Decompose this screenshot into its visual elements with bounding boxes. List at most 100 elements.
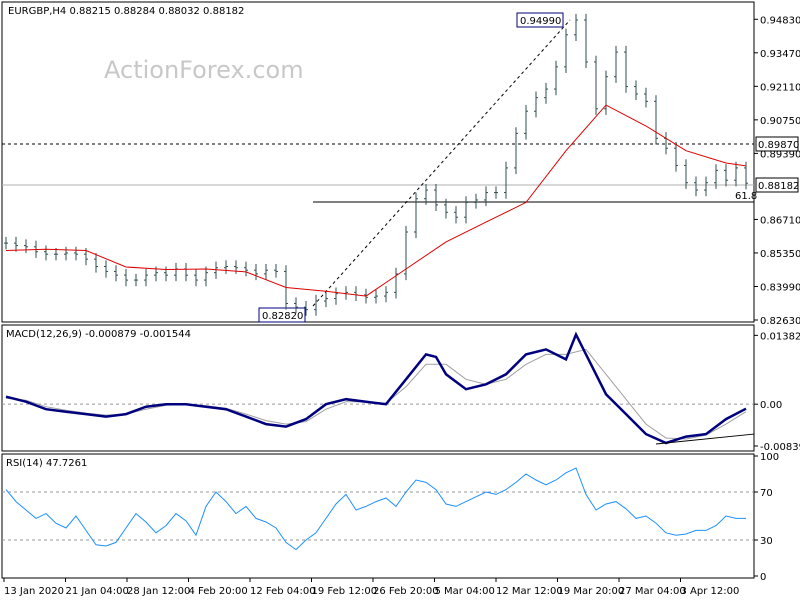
macd-tick-label: 0.013821 bbox=[760, 331, 800, 342]
ohlc-bar bbox=[104, 260, 108, 278]
swing-projection-line bbox=[312, 19, 571, 307]
ohlc-bar bbox=[224, 260, 228, 274]
svg-text:0.89870: 0.89870 bbox=[758, 140, 799, 151]
rsi-axis: 100 70 30 0 bbox=[2, 452, 779, 583]
price-tick-label: 0.90750 bbox=[760, 116, 800, 127]
svg-text:0.82820: 0.82820 bbox=[262, 311, 303, 322]
ohlc-bar bbox=[694, 176, 698, 197]
high-label-box: 0.94990 bbox=[516, 12, 564, 28]
price-tick-label: 0.93470 bbox=[760, 49, 800, 60]
macd-tick-label: 0.00 bbox=[760, 400, 782, 411]
ohlc-bar bbox=[124, 268, 128, 287]
ohlc-bar bbox=[484, 186, 488, 207]
watermark: ActionForex.com bbox=[104, 56, 304, 84]
ohlc-bar bbox=[734, 161, 738, 187]
price-header: EURGBP,H4 0.88215 0.88284 0.88032 0.8818… bbox=[8, 6, 244, 17]
ohlc-bar bbox=[264, 264, 268, 281]
price-axis: 0.94830 0.93470 0.92110 0.90750 0.89390 0.867… bbox=[754, 15, 800, 327]
ohlc-bar bbox=[304, 301, 308, 316]
ohlc-bar bbox=[14, 236, 18, 252]
ohlc-bar bbox=[324, 292, 328, 308]
rsi-header: RSI(14) 47.7261 bbox=[6, 458, 87, 469]
time-tick-label: 27 Mar 04:00 bbox=[619, 586, 686, 597]
ohlc-bar bbox=[74, 246, 78, 261]
rsi-line bbox=[5, 467, 746, 551]
ohlc-bar bbox=[624, 45, 628, 93]
moving-average-line bbox=[5, 104, 747, 297]
svg-text:0.88182: 0.88182 bbox=[758, 181, 799, 192]
svg-text:0.94990: 0.94990 bbox=[520, 16, 561, 27]
low-label-box: 0.82820 bbox=[258, 307, 306, 323]
ohlc-bar bbox=[144, 268, 148, 287]
ohlc-bar bbox=[404, 225, 408, 281]
price-tick-label: 0.83990 bbox=[760, 282, 800, 293]
ohlc-bar bbox=[394, 267, 398, 299]
ohlc-bar bbox=[594, 55, 598, 115]
price-tick-label: 0.85350 bbox=[760, 249, 800, 260]
ohlc-bar bbox=[674, 142, 678, 172]
ohlc-bar bbox=[374, 289, 378, 304]
ohlc-bar bbox=[424, 183, 428, 205]
level-label-box: 0.89870 bbox=[755, 136, 799, 152]
ohlc-bar bbox=[434, 183, 438, 212]
ohlc-bar bbox=[244, 261, 248, 277]
rsi-series bbox=[5, 467, 746, 551]
ohlc-bar bbox=[134, 273, 138, 287]
macd-main-line bbox=[5, 331, 747, 445]
ohlc-bar bbox=[444, 198, 448, 219]
ohlc-bar bbox=[414, 192, 418, 239]
ohlc-bar bbox=[534, 91, 538, 118]
time-tick-label: 26 Feb 20:00 bbox=[373, 586, 439, 597]
ohlc-bar bbox=[384, 286, 388, 303]
time-tick-label: 5 Mar 04:00 bbox=[435, 586, 495, 597]
time-tick-label: 4 Feb 20:00 bbox=[189, 586, 248, 597]
ohlc-bar bbox=[474, 193, 478, 209]
ohlc-bar bbox=[604, 70, 608, 115]
time-tick-label: 28 Jan 12:00 bbox=[127, 586, 190, 597]
ohlc-bar bbox=[204, 266, 208, 287]
macd-tick-label: -0.008397 bbox=[760, 442, 800, 453]
macd-panel-frame bbox=[1, 324, 755, 452]
ohlc-bar bbox=[64, 246, 68, 261]
ohlc-bar bbox=[314, 294, 318, 316]
rsi-panel-frame bbox=[1, 453, 755, 579]
ohlc-bar bbox=[24, 239, 28, 253]
time-tick-label: 19 Feb 12:00 bbox=[312, 586, 378, 597]
ohlc-bar bbox=[554, 60, 558, 96]
ohlc-bar bbox=[724, 164, 728, 187]
price-panel-frame bbox=[1, 1, 755, 323]
time-tick-label: 12 Mar 12:00 bbox=[496, 586, 563, 597]
ohlc-bar bbox=[274, 264, 278, 278]
ohlc-bar bbox=[44, 245, 48, 261]
ohlc-bar bbox=[744, 161, 748, 190]
macd-trendline bbox=[655, 433, 755, 445]
macd-axis: 0.013821 0.00 -0.008397 bbox=[754, 331, 800, 453]
ohlc-bar bbox=[544, 82, 548, 104]
ohlc-bar bbox=[164, 266, 168, 282]
fib-label: 61.8 bbox=[735, 191, 757, 202]
ohlc-bar bbox=[454, 206, 458, 224]
price-tick-label: 0.94830 bbox=[760, 15, 800, 26]
ohlc-bar bbox=[614, 45, 618, 83]
time-tick-label: 12 Feb 04:00 bbox=[250, 586, 316, 597]
ohlc-bar bbox=[494, 186, 498, 199]
ohlc-bar bbox=[254, 264, 258, 281]
price-series bbox=[4, 13, 748, 316]
ohlc-bar bbox=[634, 80, 638, 101]
current-price-box: 0.88182 bbox=[755, 177, 799, 193]
macd-series bbox=[2, 331, 755, 445]
ohlc-bar bbox=[464, 196, 468, 224]
ohlc-bar bbox=[94, 252, 98, 273]
rsi-tick-label: 100 bbox=[760, 452, 779, 463]
ohlc-bar bbox=[524, 105, 528, 140]
ohlc-bar bbox=[114, 265, 118, 282]
rsi-tick-label: 0 bbox=[760, 572, 766, 583]
time-tick-label: 3 Apr 12:00 bbox=[681, 586, 740, 597]
rsi-tick-label: 70 bbox=[760, 488, 773, 499]
ohlc-bar bbox=[644, 87, 648, 108]
price-tick-label: 0.89390 bbox=[760, 149, 800, 160]
rsi-tick-label: 30 bbox=[760, 536, 773, 547]
ohlc-bar bbox=[654, 95, 658, 145]
